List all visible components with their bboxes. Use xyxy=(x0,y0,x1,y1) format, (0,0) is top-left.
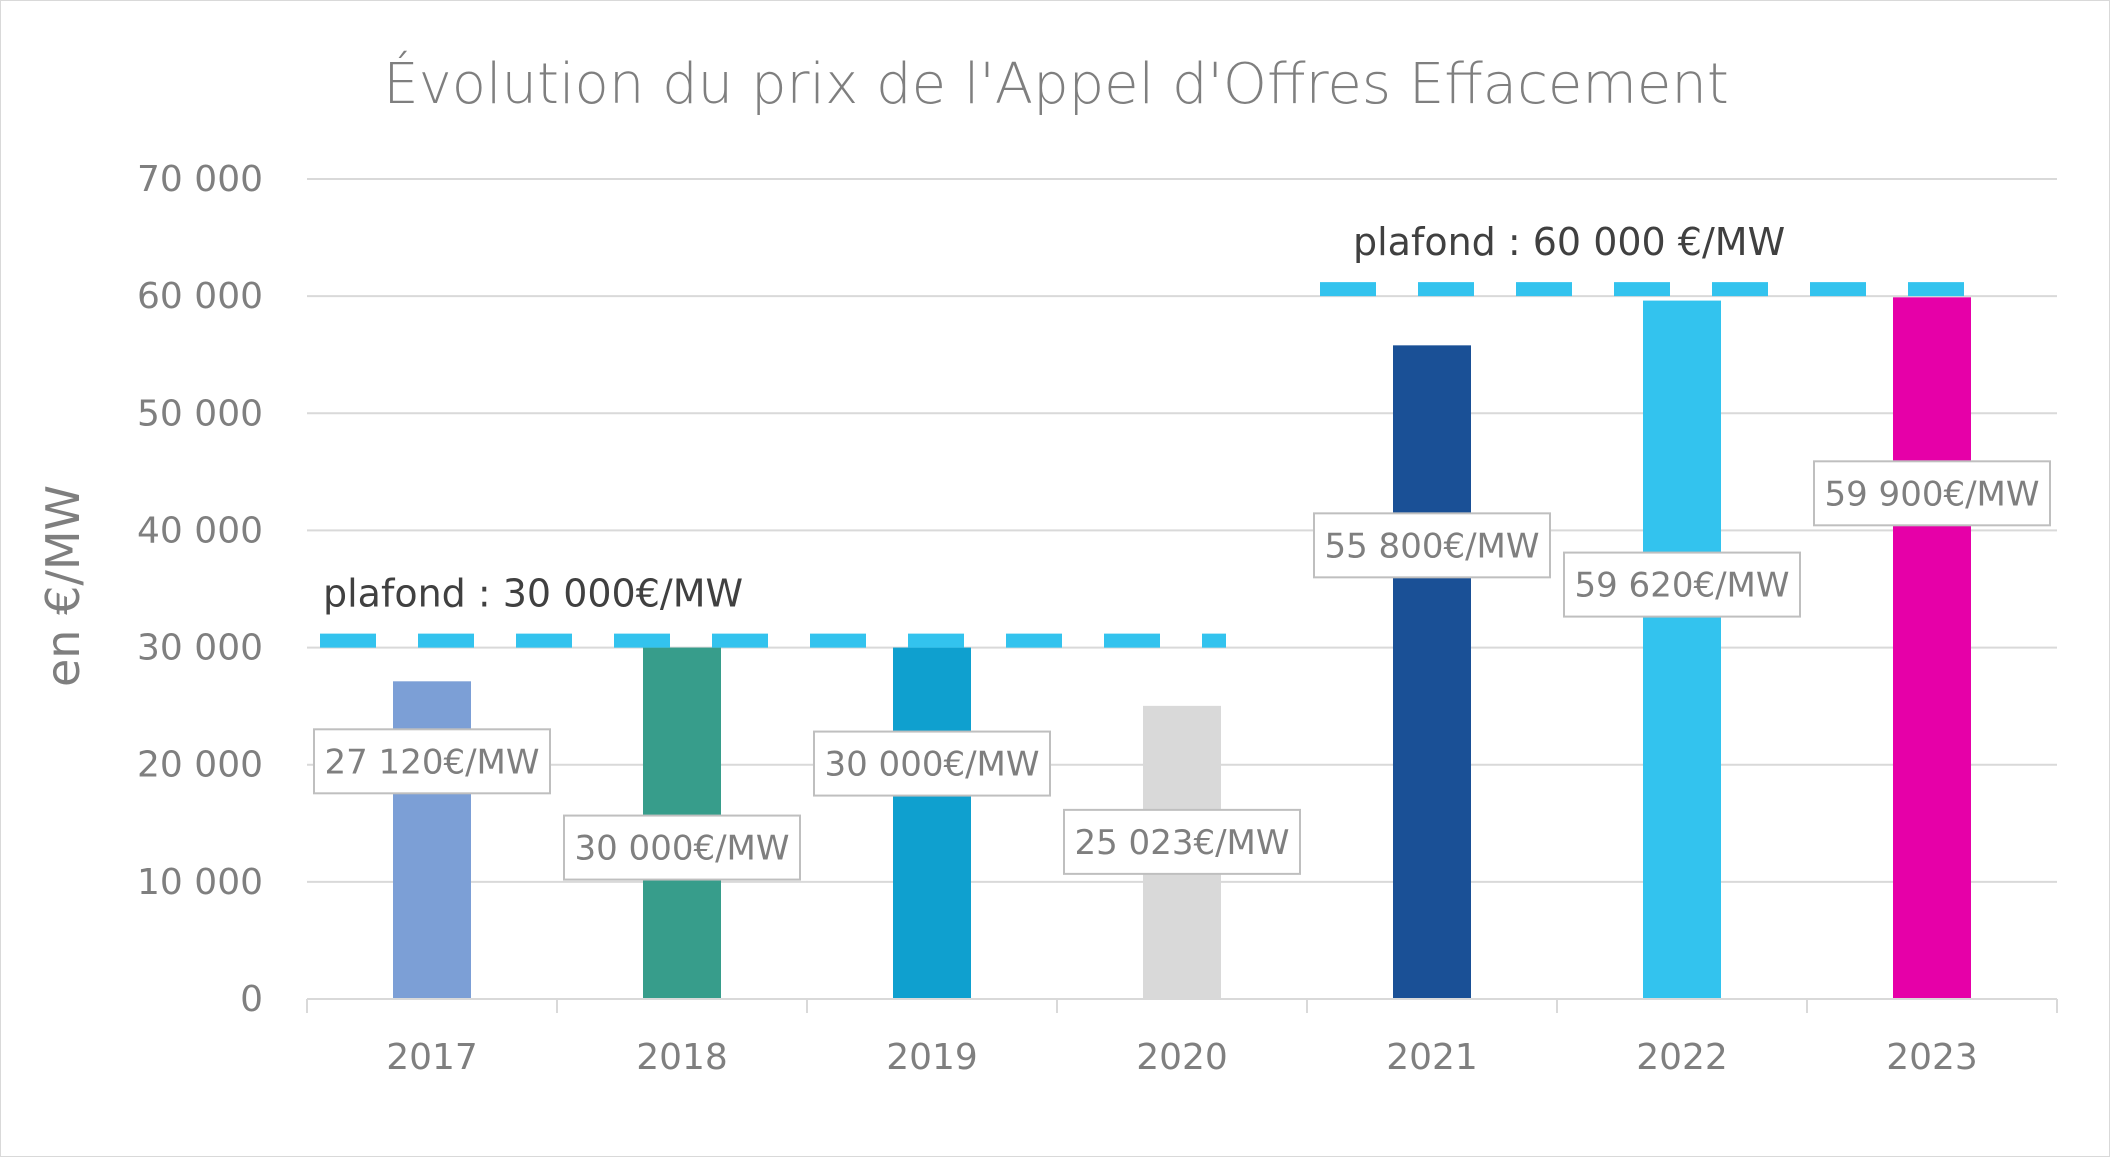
data-label-2019: 30 000€/MW xyxy=(813,730,1051,797)
x-axis xyxy=(306,998,2058,1013)
data-label-text: 27 120€/MW xyxy=(324,742,539,782)
data-label-2022: 59 620€/MW xyxy=(1563,551,1801,618)
x-tick-label: 2023 xyxy=(1886,1037,1978,1078)
y-axis-label: en €/MW xyxy=(36,485,90,687)
cap-label-1: plafond : 30 000€/MW xyxy=(323,572,743,616)
gridlines xyxy=(307,178,2057,883)
y-tick-label: 10 000 xyxy=(137,862,263,903)
x-tick-label: 2018 xyxy=(636,1037,728,1078)
x-tick-labels: 2017 2018 2019 2020 2021 2022 2023 xyxy=(386,1037,1978,1078)
bar-2021 xyxy=(1393,345,1471,999)
bar-2023 xyxy=(1893,297,1971,999)
data-label-text: 59 620€/MW xyxy=(1574,566,1789,606)
data-label-text: 59 900€/MW xyxy=(1824,474,2039,514)
y-tick-label: 30 000 xyxy=(137,628,263,669)
x-tick-label: 2022 xyxy=(1636,1037,1728,1078)
data-label-2020: 25 023€/MW xyxy=(1063,808,1301,875)
y-tick-labels: 0 10 000 20 000 30 000 40 000 50 000 60 000 70 … xyxy=(137,159,263,1020)
data-label-box xyxy=(1563,551,1801,618)
x-tick-label: 2019 xyxy=(886,1037,978,1078)
bar-2019 xyxy=(893,647,971,999)
cap-lines: plafond : 30 000€/MW plafond : 60 000 €/M… xyxy=(320,220,1976,648)
data-label-2017: 27 120€/MW xyxy=(313,728,551,795)
bar-2022 xyxy=(1643,300,1721,999)
y-tick-label: 20 000 xyxy=(137,745,263,786)
y-tick-label: 60 000 xyxy=(137,276,263,317)
data-label-text: 55 800€/MW xyxy=(1324,526,1539,566)
y-tick-label: 0 xyxy=(240,979,263,1020)
x-tick-label: 2020 xyxy=(1136,1037,1228,1078)
data-label-text: 30 000€/MW xyxy=(824,745,1039,785)
y-tick-label: 70 000 xyxy=(137,159,263,200)
data-label-text: 30 000€/MW xyxy=(574,829,789,869)
data-labels: 27 120€/MW 30 000€/MW 30 000€/MW 25 023€/MW… xyxy=(313,460,2051,881)
data-label-box xyxy=(563,814,801,881)
cap-label-2: plafond : 60 000 €/MW xyxy=(1353,220,1785,264)
x-tick-label: 2017 xyxy=(386,1037,478,1078)
data-label-box xyxy=(1313,512,1551,579)
data-label-2023: 59 900€/MW xyxy=(1813,460,2051,527)
data-label-box xyxy=(313,728,551,795)
data-label-text: 25 023€/MW xyxy=(1074,823,1289,863)
data-label-box xyxy=(813,730,1051,797)
y-tick-label: 40 000 xyxy=(137,510,263,551)
data-label-box xyxy=(1063,808,1301,875)
y-tick-label: 50 000 xyxy=(137,393,263,434)
data-label-2021: 55 800€/MW xyxy=(1313,512,1551,579)
data-label-box xyxy=(1813,460,2051,527)
x-tick-label: 2021 xyxy=(1386,1037,1478,1078)
data-label-2018: 30 000€/MW xyxy=(563,814,801,881)
chart-title: Évolution du prix de l'Appel d'Offres Ef… xyxy=(383,52,1729,117)
